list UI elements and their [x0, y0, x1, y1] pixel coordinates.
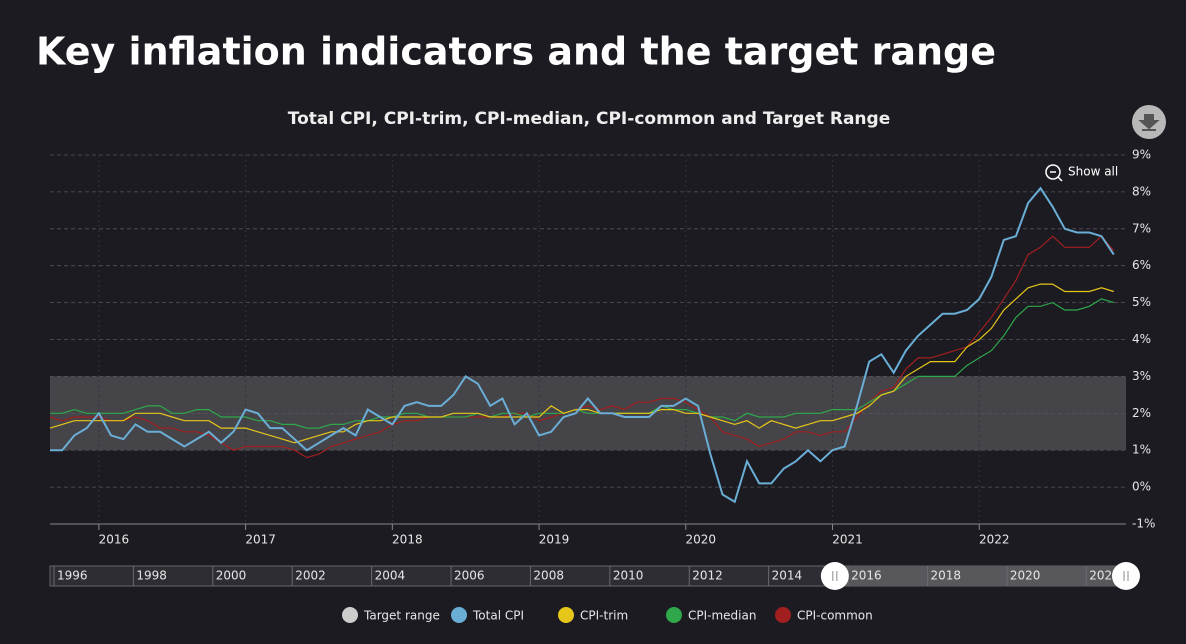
- y-tick-label: 2%: [1132, 406, 1151, 420]
- show-all[interactable]: Show all: [1068, 165, 1118, 179]
- navigator-label: 1998: [136, 569, 167, 583]
- y-tick-label: 9%: [1132, 148, 1151, 162]
- navigator-label: 2022: [1089, 569, 1120, 583]
- navigator-handle[interactable]: [1112, 562, 1140, 590]
- legend-label[interactable]: CPI-trim: [580, 609, 628, 623]
- plot: -1% 0% 1% 2% 3% 4% 5% 6% 7% 8% 9% 2016 2017 2018 2019 2…: [49, 148, 1155, 623]
- navigator-label: 2018: [930, 569, 961, 583]
- navigator-label: 2002: [295, 569, 326, 583]
- y-tick-label: -1%: [1132, 517, 1155, 531]
- navigator-label: 2014: [772, 569, 803, 583]
- navigator-label: 2016: [851, 569, 882, 583]
- navigator-label: 2004: [375, 569, 406, 583]
- download-button[interactable]: [1132, 105, 1166, 139]
- legend-marker[interactable]: [775, 607, 791, 623]
- x-tick-label: 2017: [245, 533, 276, 547]
- navigator-selection: [834, 566, 1126, 586]
- series-line: [50, 186, 1115, 504]
- x-tick-label: 2016: [99, 533, 130, 547]
- y-tick-label: 1%: [1132, 443, 1151, 457]
- y-tick-label: 6%: [1132, 258, 1151, 272]
- chart-title: Total CPI, CPI-trim, CPI-median, CPI-com…: [288, 109, 890, 129]
- page-title: Key inflation indicators and the target …: [36, 30, 996, 74]
- legend-marker[interactable]: [558, 607, 574, 623]
- y-tick-label: 8%: [1132, 184, 1151, 198]
- series-line: [49, 235, 1115, 459]
- y-tick-label: 3%: [1132, 369, 1151, 383]
- y-tick-label: 7%: [1132, 221, 1151, 235]
- legend-label[interactable]: CPI-median: [688, 609, 756, 623]
- legend-marker[interactable]: [666, 607, 682, 623]
- handle-grip: [1123, 571, 1129, 581]
- y-tick-label: 5%: [1132, 295, 1151, 309]
- series-line: [50, 298, 1114, 429]
- series-line: [49, 283, 1114, 444]
- x-tick-label: 2020: [686, 533, 717, 547]
- x-tick-label: 2021: [832, 533, 863, 547]
- legend-marker[interactable]: [451, 607, 467, 623]
- legend-label[interactable]: Total CPI: [472, 609, 524, 623]
- zoom-icon[interactable]: [1045, 164, 1061, 180]
- show-all-button[interactable]: Show all: [1045, 164, 1118, 182]
- y-tick-label: 0%: [1132, 480, 1151, 494]
- navigator-label: 2010: [613, 569, 644, 583]
- navigator-label: 2012: [692, 569, 723, 583]
- handle-grip: [832, 571, 838, 581]
- navigator-label: 2008: [533, 569, 564, 583]
- y-tick-label: 4%: [1132, 332, 1151, 346]
- x-tick-label: 2019: [539, 533, 570, 547]
- navigator-label: 2000: [216, 569, 247, 583]
- legend-marker[interactable]: [342, 607, 358, 623]
- download-icon[interactable]: [1138, 114, 1160, 131]
- legend-label[interactable]: Target range: [363, 609, 440, 623]
- navigator-handle[interactable]: [820, 562, 849, 590]
- navigator-label: 2006: [454, 569, 485, 583]
- navigator-label: 2020: [1010, 569, 1041, 583]
- legend-label[interactable]: CPI-common: [797, 609, 873, 623]
- zoom-icon-handle[interactable]: [1057, 176, 1063, 182]
- x-tick-label: 2018: [392, 533, 423, 547]
- x-tick-label: 2022: [979, 533, 1010, 547]
- navigator-label: 1996: [57, 569, 88, 583]
